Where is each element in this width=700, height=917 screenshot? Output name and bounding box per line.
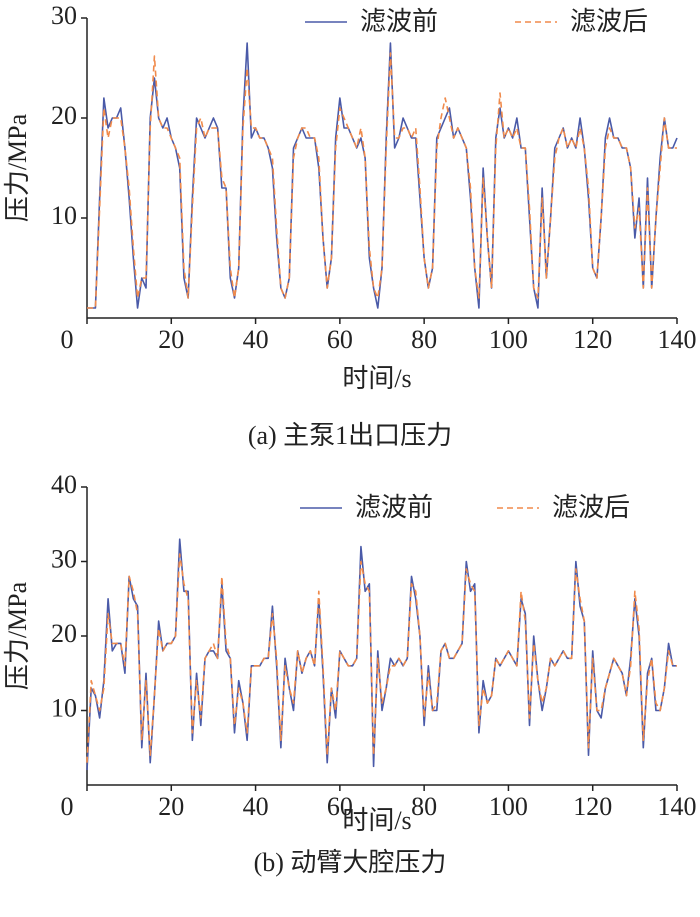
x-axis-label: 时间/s	[342, 806, 411, 835]
x-axis-label: 时间/s	[342, 364, 411, 393]
legend-label: 滤波前	[360, 7, 438, 36]
series-line	[87, 42, 678, 309]
y-tick-label: 20	[51, 619, 77, 648]
x-tick-label: 140	[658, 792, 697, 821]
y-tick-label: 40	[51, 470, 77, 499]
x-tick-label: 40	[243, 325, 269, 354]
x-tick-label: 80	[411, 792, 437, 821]
x-tick-label: 0	[61, 325, 74, 354]
series-line	[86, 553, 677, 763]
x-tick-label: 60	[327, 325, 353, 354]
y-axis-label: 压力/MPa	[3, 581, 32, 690]
x-tick-label: 100	[489, 325, 528, 354]
x-tick-label: 40	[243, 792, 269, 821]
x-tick-label: 120	[573, 792, 612, 821]
y-tick-label: 30	[51, 544, 77, 573]
series-line	[87, 52, 677, 309]
x-tick-label: 80	[411, 325, 437, 354]
y-tick-label: 10	[51, 201, 77, 230]
x-tick-label: 20	[158, 792, 184, 821]
x-tick-label: 100	[489, 792, 528, 821]
x-tick-label: 120	[573, 325, 612, 354]
y-tick-label: 20	[51, 101, 77, 130]
x-tick-label: 60	[327, 792, 353, 821]
y-axis-label: 压力/MPa	[3, 113, 32, 222]
x-tick-label: 20	[158, 325, 184, 354]
y-tick-label: 10	[51, 693, 77, 722]
legend-label: 滤波后	[570, 7, 648, 36]
y-tick-label: 30	[51, 1, 77, 30]
x-tick-label: 0	[61, 792, 74, 821]
chart-title: (b) 动臂大腔压力	[254, 848, 447, 877]
legend-label: 滤波后	[552, 493, 630, 522]
chart-title: (a) 主泵1出口压力	[248, 421, 452, 450]
x-tick-label: 140	[658, 325, 697, 354]
legend-label: 滤波前	[355, 493, 433, 522]
